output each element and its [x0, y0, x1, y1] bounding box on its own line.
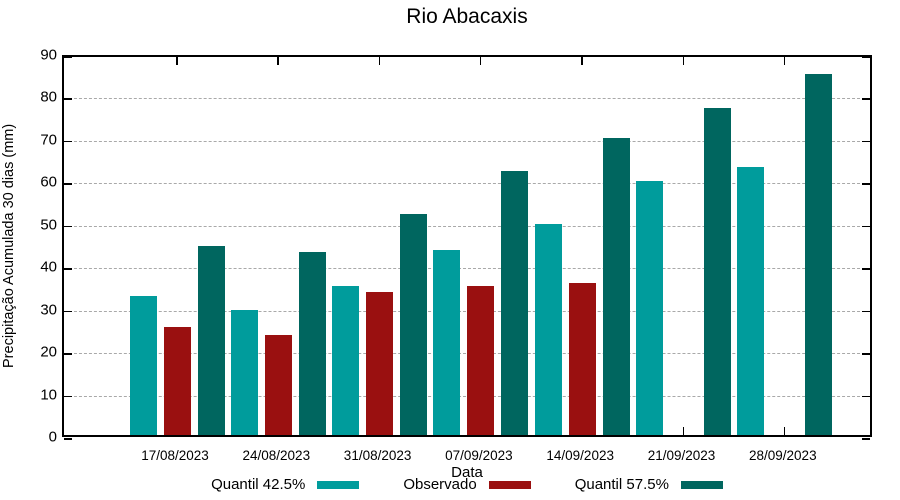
tick-mark [862, 268, 870, 270]
bar-quantil-42.5- [332, 286, 360, 435]
tick-mark [176, 57, 178, 65]
tick-mark [64, 438, 72, 440]
x-axis-title: Data [451, 464, 483, 481]
gridline [64, 98, 870, 100]
bar-quantil-57.5- [400, 214, 428, 435]
bar-quantil-57.5- [704, 108, 731, 435]
y-tick-label: 80 [40, 88, 57, 106]
x-tick-label: 31/08/2023 [343, 448, 412, 463]
bar-observado [163, 327, 191, 435]
y-tick-label: 70 [40, 131, 57, 149]
bar-quantil-42.5- [534, 224, 562, 435]
tick-mark [64, 353, 72, 355]
y-tick-label: 90 [40, 46, 57, 64]
y-axis-title: Precipitação Acumulada 30 dias (mm) [1, 123, 17, 369]
tick-mark [64, 225, 72, 228]
x-tick-label: 21/09/2023 [647, 448, 716, 463]
legend-swatch [488, 480, 531, 489]
y-tick-label: 50 [40, 216, 57, 234]
tick-mark [862, 56, 870, 58]
x-tick-label: 17/08/2023 [141, 448, 209, 463]
gridline [64, 140, 870, 142]
gridline [64, 310, 870, 312]
tick-mark [783, 57, 786, 65]
legend-swatch [317, 480, 360, 489]
x-tick-label: 28/09/2023 [749, 448, 817, 463]
gridline [64, 353, 870, 355]
y-tick-label: 20 [40, 343, 57, 361]
bar-quantil-57.5- [805, 74, 833, 435]
legend-label: Quantil 57.5% [574, 476, 669, 493]
bar-observado [264, 334, 292, 435]
bar-quantil-42.5- [129, 295, 157, 435]
y-tick-label: 10 [40, 386, 57, 404]
bar-observado [366, 291, 394, 435]
tick-mark [64, 395, 72, 398]
tick-mark [862, 310, 870, 313]
tick-mark [862, 395, 870, 398]
tick-mark [862, 438, 870, 440]
legend-item: Quantil 42.5% [211, 476, 360, 493]
tick-mark [682, 427, 684, 435]
bar-observado [467, 286, 495, 435]
bar-observado [568, 283, 596, 435]
tick-mark [862, 140, 870, 143]
gridline [64, 183, 870, 185]
legend-label: Quantil 42.5% [211, 476, 306, 493]
legend-label: Observado [403, 476, 477, 493]
gridline [64, 225, 870, 227]
tick-mark [64, 140, 72, 143]
legend-item: Observado [403, 476, 531, 493]
tick-mark [682, 57, 684, 65]
y-tick-label: 0 [48, 428, 57, 446]
bar-quantil-57.5- [602, 137, 630, 435]
tick-mark [64, 310, 72, 313]
x-tick-label: 14/09/2023 [546, 448, 614, 463]
chart-title: Rio Abacaxis [406, 5, 528, 28]
tick-mark [64, 268, 72, 270]
tick-mark [783, 427, 786, 435]
bar-quantil-42.5- [636, 181, 663, 435]
bar-quantil-57.5- [501, 171, 529, 435]
legend-swatch [680, 480, 723, 489]
tick-mark [862, 353, 870, 355]
tick-mark [581, 57, 583, 65]
bar-quantil-42.5- [433, 249, 461, 435]
gridline [64, 395, 870, 397]
plot-area [62, 55, 872, 440]
tick-mark [64, 98, 72, 100]
bar-quantil-57.5- [298, 251, 326, 435]
tick-mark [862, 225, 870, 228]
legend: Quantil 42.5% Observado Quantil 57.5% [62, 476, 872, 493]
y-tick-label: 40 [40, 258, 57, 276]
tick-mark [862, 183, 870, 185]
x-tick-label: 24/08/2023 [242, 448, 311, 463]
tick-mark [479, 57, 482, 65]
gridline [64, 268, 870, 270]
tick-mark [277, 57, 279, 65]
bar-quantil-42.5- [230, 310, 258, 435]
bar-quantil-42.5- [737, 166, 765, 435]
tick-mark [378, 57, 381, 65]
legend-item: Quantil 57.5% [575, 476, 723, 493]
x-tick-label: 07/09/2023 [445, 448, 513, 463]
y-tick-label: 60 [40, 173, 57, 191]
y-tick-label: 30 [40, 301, 57, 319]
tick-mark [64, 183, 72, 185]
tick-mark [64, 56, 72, 58]
tick-mark [862, 98, 870, 100]
bar-quantil-57.5- [197, 246, 225, 435]
